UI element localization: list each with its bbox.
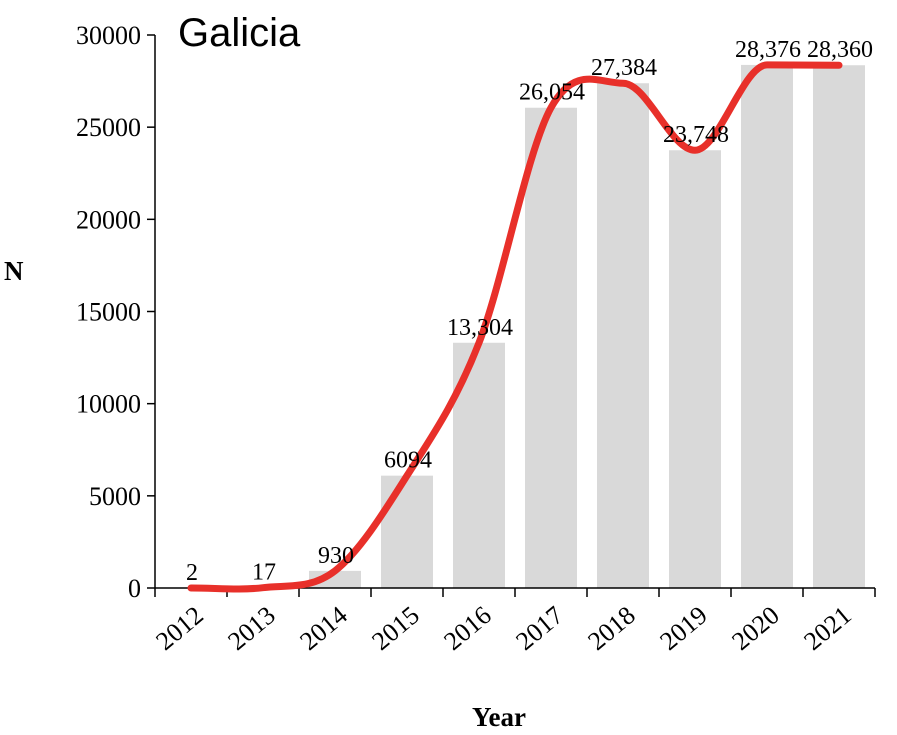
y-tick-label: 20000 — [76, 205, 141, 234]
data-label: 28,376 — [735, 37, 801, 63]
data-label: 27,384 — [591, 55, 657, 81]
x-tick-label: 2012 — [150, 600, 208, 656]
x-tick-label: 2021 — [798, 600, 856, 656]
chart-title: Galicia — [178, 11, 301, 55]
x-tick-label: 2019 — [654, 600, 712, 656]
data-label: 2 — [186, 560, 198, 586]
y-axis: 0 5000 10000 15000 20000 25000 30000 — [76, 21, 156, 603]
data-label: 17 — [252, 560, 276, 586]
bars — [165, 64, 865, 589]
bar-2019 — [669, 150, 721, 589]
x-tick-label: 2014 — [294, 600, 352, 656]
trend-curve — [187, 61, 843, 593]
y-tick-label: 30000 — [76, 21, 141, 50]
bar-2021 — [813, 65, 865, 589]
x-axis-title: Year — [472, 702, 526, 732]
x-tick-label: 2018 — [582, 600, 640, 656]
y-tick-label: 25000 — [76, 113, 141, 142]
x-axis: 2012 2013 2014 2015 2016 2017 2018 2019 2020 2021 — [150, 587, 876, 656]
data-label: 26,054 — [519, 80, 585, 106]
x-tick-label: 2013 — [222, 600, 280, 656]
bar-2017 — [525, 107, 577, 589]
y-tick-label: 15000 — [76, 298, 141, 327]
x-tick-label: 2017 — [510, 600, 568, 656]
x-tick-label: 2020 — [726, 600, 784, 656]
y-tick-label: 5000 — [89, 482, 141, 511]
y-tick-label: 10000 — [76, 390, 141, 419]
bar-2015 — [381, 475, 433, 588]
x-tick-label: 2015 — [366, 600, 424, 656]
data-label: 13,304 — [447, 315, 513, 341]
y-axis-title: N — [4, 256, 24, 286]
x-tick-label: 2016 — [438, 600, 496, 656]
data-label: 930 — [318, 543, 354, 569]
bar-2020 — [741, 64, 793, 588]
y-tick-label: 0 — [128, 574, 141, 603]
bar-2018 — [597, 83, 649, 588]
data-label: 6094 — [384, 448, 432, 474]
data-label: 23,748 — [663, 122, 729, 148]
data-label: 28,360 — [807, 37, 873, 63]
